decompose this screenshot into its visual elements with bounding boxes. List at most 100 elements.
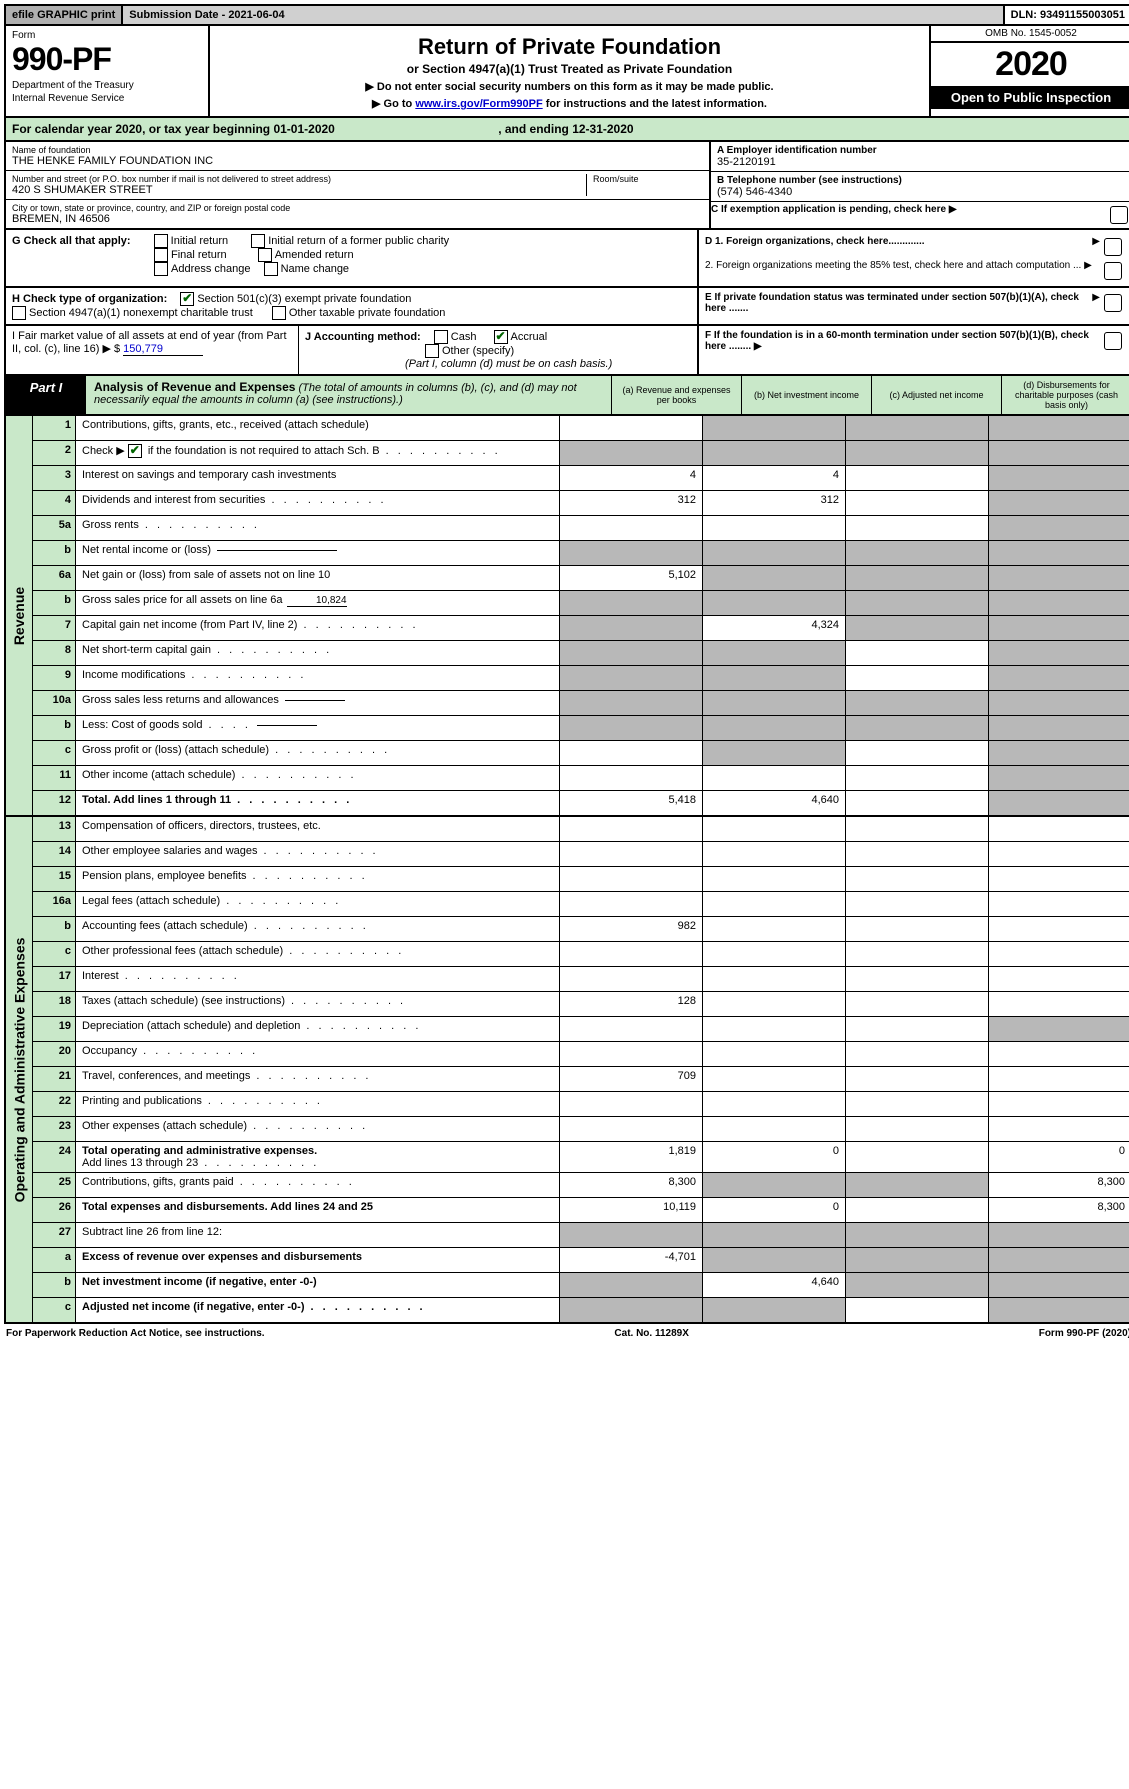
g-initial-return-checkbox[interactable] — [154, 234, 168, 248]
e-terminated-checkbox[interactable] — [1104, 294, 1122, 312]
phone-value: (574) 546-4340 — [717, 186, 1125, 198]
form-footer: Form 990-PF (2020) — [1039, 1328, 1129, 1339]
h-4947-checkbox[interactable] — [12, 306, 26, 320]
j-note: (Part I, column (d) must be on cash basi… — [405, 358, 612, 370]
address: 420 S SHUMAKER STREET — [12, 184, 580, 196]
section-g: G Check all that apply: Initial return I… — [6, 230, 697, 286]
line-7: Capital gain net income (from Part IV, l… — [76, 616, 559, 640]
revenue-section: Revenue 1Contributions, gifts, grants, e… — [4, 416, 1129, 817]
exemption-pending-label: C If exemption application is pending, c… — [711, 204, 1110, 215]
irs-label: Internal Revenue Service — [12, 93, 202, 104]
line-21: Travel, conferences, and meetings — [76, 1067, 559, 1091]
revenue-side-label: Revenue — [6, 416, 33, 815]
submission-date: Submission Date - 2021-06-04 — [123, 6, 1004, 24]
part1-header: Part I Analysis of Revenue and Expenses … — [4, 376, 1129, 416]
line-24: Total operating and administrative expen… — [76, 1142, 559, 1172]
row-h-e: H Check type of organization: Section 50… — [4, 288, 1129, 326]
calendar-year-row: For calendar year 2020, or tax year begi… — [4, 118, 1129, 142]
j-accrual-checkbox[interactable] — [494, 330, 508, 344]
phone-label: B Telephone number (see instructions) — [717, 175, 1125, 186]
line-27b: Net investment income (if negative, ente… — [76, 1273, 559, 1297]
line-17: Interest — [76, 967, 559, 991]
line-3: Interest on savings and temporary cash i… — [76, 466, 559, 490]
irs-link[interactable]: www.irs.gov/Form990PF — [415, 98, 542, 110]
col-d-header: (d) Disbursements for charitable purpose… — [1001, 376, 1129, 414]
form-title: Return of Private Foundation — [218, 34, 921, 60]
city-label: City or town, state or province, country… — [12, 203, 703, 213]
omb-number: OMB No. 1545-0052 — [931, 26, 1129, 43]
j-other-checkbox[interactable] — [425, 344, 439, 358]
line-14: Other employee salaries and wages — [76, 842, 559, 866]
line-5b: Net rental income or (loss) — [76, 541, 559, 565]
efile-label: efile GRAPHIC print — [6, 6, 123, 24]
header-mid: Return of Private Foundation or Section … — [210, 26, 929, 116]
line-26: Total expenses and disbursements. Add li… — [76, 1198, 559, 1222]
line-16c: Other professional fees (attach schedule… — [76, 942, 559, 966]
line-18: Taxes (attach schedule) (see instruction… — [76, 992, 559, 1016]
ein-label: A Employer identification number — [717, 145, 1125, 156]
section-h: H Check type of organization: Section 50… — [6, 288, 697, 324]
form-label: Form — [12, 30, 202, 41]
header-left: Form 990-PF Department of the Treasury I… — [6, 26, 210, 116]
room-suite-label: Room/suite — [587, 174, 703, 196]
line-1: Contributions, gifts, grants, etc., rece… — [76, 416, 559, 440]
line-22: Printing and publications — [76, 1092, 559, 1116]
col-c-header: (c) Adjusted net income — [871, 376, 1001, 414]
section-i: I Fair market value of all assets at end… — [6, 326, 299, 374]
line-27: Subtract line 26 from line 12: — [76, 1223, 559, 1247]
g-name-change-checkbox[interactable] — [264, 262, 278, 276]
line-8: Net short-term capital gain — [76, 641, 559, 665]
cat-no: Cat. No. 11289X — [614, 1328, 688, 1339]
section-e: E If private foundation status was termi… — [697, 288, 1129, 324]
form-number: 990-PF — [12, 41, 202, 78]
year-end: 12-31-2020 — [572, 122, 633, 136]
line-10a: Gross sales less returns and allowances — [76, 691, 559, 715]
expenses-side-label: Operating and Administrative Expenses — [6, 817, 33, 1322]
line-13: Compensation of officers, directors, tru… — [76, 817, 559, 841]
g-initial-former-checkbox[interactable] — [251, 234, 265, 248]
section-j: J Accounting method: Cash Accrual Other … — [299, 326, 697, 374]
form-instruction-2: ▶ Go to www.irs.gov/Form990PF for instru… — [218, 97, 921, 110]
line-5a: Gross rents — [76, 516, 559, 540]
form-subtitle: or Section 4947(a)(1) Trust Treated as P… — [218, 62, 921, 76]
exemption-pending-checkbox[interactable] — [1110, 206, 1128, 224]
g-final-return-checkbox[interactable] — [154, 248, 168, 262]
line-27c: Adjusted net income (if negative, enter … — [76, 1298, 559, 1322]
row-g-d: G Check all that apply: Initial return I… — [4, 230, 1129, 288]
d2-85pct-checkbox[interactable] — [1104, 262, 1122, 280]
col-a-header: (a) Revenue and expenses per books — [611, 376, 741, 414]
g-amended-return-checkbox[interactable] — [258, 248, 272, 262]
line-16b: Accounting fees (attach schedule) — [76, 917, 559, 941]
part1-desc: Analysis of Revenue and Expenses (The to… — [86, 376, 611, 414]
line-10b: Less: Cost of goods sold . . . . — [76, 716, 559, 740]
expenses-section: Operating and Administrative Expenses 13… — [4, 817, 1129, 1324]
dept-treasury: Department of the Treasury — [12, 80, 202, 91]
line-27a: Excess of revenue over expenses and disb… — [76, 1248, 559, 1272]
fmv-value: 150,779 — [123, 343, 203, 356]
line-6a: Net gain or (loss) from sale of assets n… — [76, 566, 559, 590]
tax-year: 2020 — [931, 43, 1129, 86]
d2-label: 2. Foreign organizations meeting the 85%… — [705, 260, 1104, 271]
foundation-name-label: Name of foundation — [12, 145, 703, 155]
line-20: Occupancy — [76, 1042, 559, 1066]
h-501c3-checkbox[interactable] — [180, 292, 194, 306]
address-label: Number and street (or P.O. box number if… — [12, 174, 580, 184]
line-11: Other income (attach schedule) — [76, 766, 559, 790]
foundation-name: THE HENKE FAMILY FOUNDATION INC — [12, 155, 703, 167]
line-12: Total. Add lines 1 through 11 — [76, 791, 559, 815]
line-9: Income modifications — [76, 666, 559, 690]
f-60month-checkbox[interactable] — [1104, 332, 1122, 350]
form-header: Form 990-PF Department of the Treasury I… — [4, 26, 1129, 118]
d1-foreign-checkbox[interactable] — [1104, 238, 1122, 256]
g-address-change-checkbox[interactable] — [154, 262, 168, 276]
h-other-taxable-checkbox[interactable] — [272, 306, 286, 320]
line-23: Other expenses (attach schedule) — [76, 1117, 559, 1141]
page-footer: For Paperwork Reduction Act Notice, see … — [4, 1324, 1129, 1343]
city-state-zip: BREMEN, IN 46506 — [12, 213, 703, 225]
open-public-badge: Open to Public Inspection — [931, 86, 1129, 109]
part1-label: Part I — [6, 376, 86, 414]
line-2-checkbox[interactable] — [128, 444, 142, 458]
j-cash-checkbox[interactable] — [434, 330, 448, 344]
col-b-header: (b) Net investment income — [741, 376, 871, 414]
top-bar: efile GRAPHIC print Submission Date - 20… — [4, 4, 1129, 26]
